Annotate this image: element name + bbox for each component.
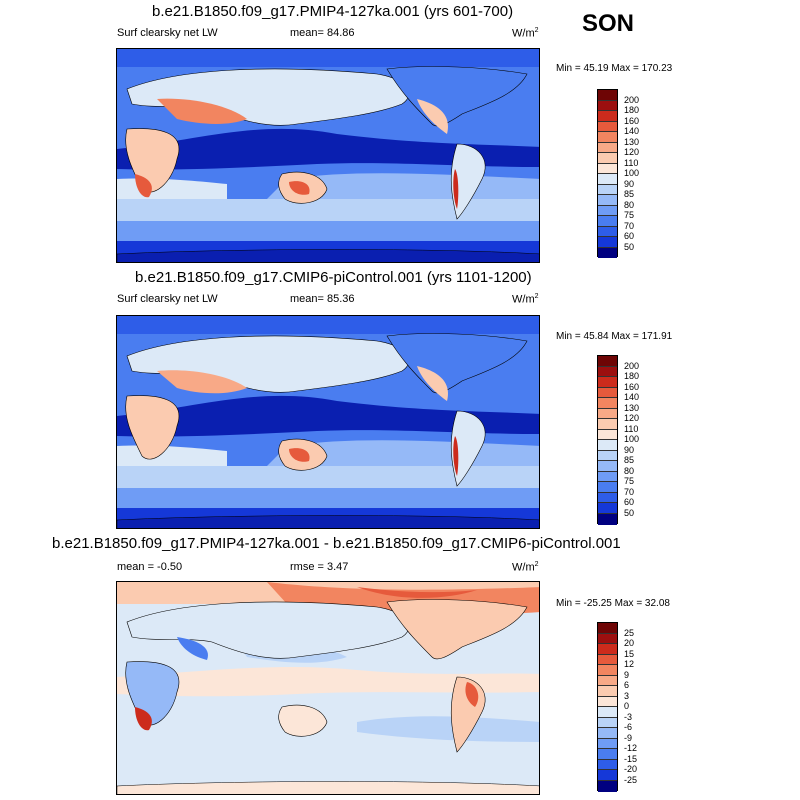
colorbar-tick: 85 — [624, 189, 635, 199]
panel-3-mean-label: mean = -0.50 — [117, 561, 183, 573]
colorbar-tick: 60 — [624, 497, 635, 507]
colorbar-tick: -25 — [624, 774, 638, 785]
panel-1-map — [116, 48, 540, 263]
colorbar-tick: 200 — [624, 94, 640, 105]
colorbar-tick: 160 — [624, 115, 640, 126]
panel-1-minmax: Min = 45.19 Max = 170.23 — [556, 63, 673, 74]
panel-2-mean-label: mean= 85.36 — [290, 293, 355, 305]
panel-2-colorbar — [597, 355, 618, 525]
colorbar-tick: 180 — [624, 105, 640, 115]
colorbar-tick: 130 — [624, 402, 640, 413]
colorbar-tick: 90 — [624, 444, 635, 455]
panel-3-rmse-label: rmse = 3.47 — [290, 561, 349, 573]
colorbar-tick: 110 — [624, 157, 639, 168]
colorbar-tick: 50 — [624, 507, 635, 518]
panel-2-variable-label: Surf clearsky net LW — [117, 293, 218, 305]
colorbar-tick: -6 — [624, 722, 633, 732]
panel-3-units: W/m2 — [512, 561, 539, 574]
panel-1-variable-label: Surf clearsky net LW — [117, 27, 218, 39]
colorbar-tick: -20 — [624, 764, 638, 774]
colorbar-tick: 140 — [624, 126, 640, 136]
panel-2-units: W/m2 — [512, 293, 539, 306]
colorbar-tick: 110 — [624, 423, 639, 434]
colorbar-tick: 80 — [624, 199, 635, 210]
panel-2-title: b.e21.B1850.f09_g17.CMIP6-piControl.001 … — [135, 269, 532, 286]
colorbar-tick: 20 — [624, 638, 635, 648]
colorbar-tick: 200 — [624, 360, 640, 371]
colorbar-tick: 120 — [624, 413, 640, 423]
colorbar-tick: 70 — [624, 220, 635, 231]
panel-1-title: b.e21.B1850.f09_g17.PMIP4-127ka.001 (yrs… — [152, 3, 514, 20]
panel-3-minmax: Min = -25.25 Max = 32.08 — [556, 598, 670, 609]
colorbar-tick: 130 — [624, 136, 640, 147]
colorbar-tick: 9 — [624, 669, 630, 680]
colorbar-tick: 60 — [624, 231, 635, 241]
panel-1-map-svg — [117, 49, 539, 262]
colorbar-tick: 160 — [624, 381, 640, 392]
panel-3-map — [116, 581, 540, 795]
colorbar-tick: 70 — [624, 486, 635, 497]
panel-3-title: b.e21.B1850.f09_g17.PMIP4-127ka.001 - b.… — [52, 535, 621, 552]
colorbar-tick: 120 — [624, 147, 640, 157]
panel-1-mean-label: mean= 84.86 — [290, 27, 355, 39]
panel-1-colorbar — [597, 89, 618, 258]
colorbar-tick: 3 — [624, 690, 630, 701]
colorbar-tick: 50 — [624, 241, 635, 252]
colorbar-tick: 100 — [624, 168, 640, 178]
colorbar-tick: 180 — [624, 371, 640, 381]
colorbar-tick: -3 — [624, 711, 633, 722]
colorbar-tick: 90 — [624, 178, 635, 189]
colorbar-tick: 75 — [624, 476, 635, 486]
colorbar-tick: 140 — [624, 392, 640, 402]
colorbar-tick: 15 — [624, 648, 635, 659]
colorbar-tick: -9 — [624, 732, 633, 743]
panel-3-map-svg — [117, 582, 539, 794]
colorbar-tick: 85 — [624, 455, 635, 465]
colorbar-tick: 25 — [624, 627, 635, 638]
colorbar-tick: 0 — [624, 701, 630, 711]
colorbar-tick: 6 — [624, 680, 630, 690]
panel-2-map-svg — [117, 316, 539, 528]
colorbar-tick: 75 — [624, 210, 635, 220]
colorbar-tick: -15 — [624, 753, 638, 764]
panel-1-units: W/m2 — [512, 27, 539, 40]
colorbar-tick: 12 — [624, 659, 635, 669]
season-label: SON — [582, 10, 635, 37]
colorbar-tick: 100 — [624, 434, 640, 444]
colorbar-tick: 80 — [624, 465, 635, 476]
panel-3-colorbar — [597, 622, 618, 792]
colorbar-tick: -12 — [624, 743, 638, 753]
panel-2-map — [116, 315, 540, 529]
panel-2-minmax: Min = 45.84 Max = 171.91 — [556, 331, 673, 342]
